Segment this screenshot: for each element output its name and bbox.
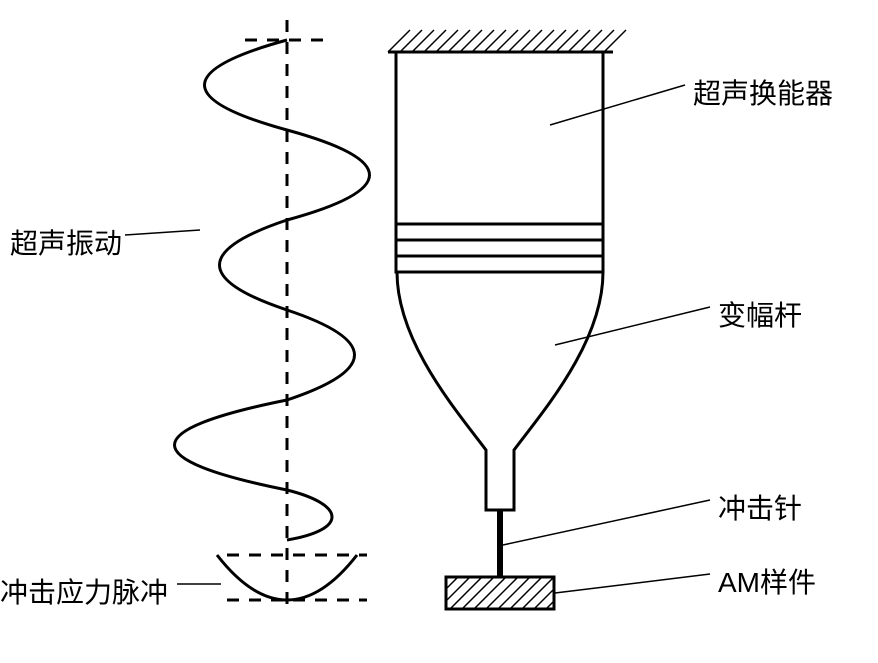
label-impact-needle: 冲击针 (718, 487, 802, 527)
diagram-canvas: 超声换能器 变幅杆 冲击针 AM样件 超声振动 冲击应力脉冲 (0, 0, 878, 663)
label-impulse: 冲击应力脉冲 (0, 571, 168, 611)
label-transducer: 超声换能器 (693, 72, 833, 112)
label-horn: 变幅杆 (718, 294, 802, 334)
label-vibration: 超声振动 (10, 222, 122, 262)
label-sample: AM样件 (718, 561, 816, 601)
